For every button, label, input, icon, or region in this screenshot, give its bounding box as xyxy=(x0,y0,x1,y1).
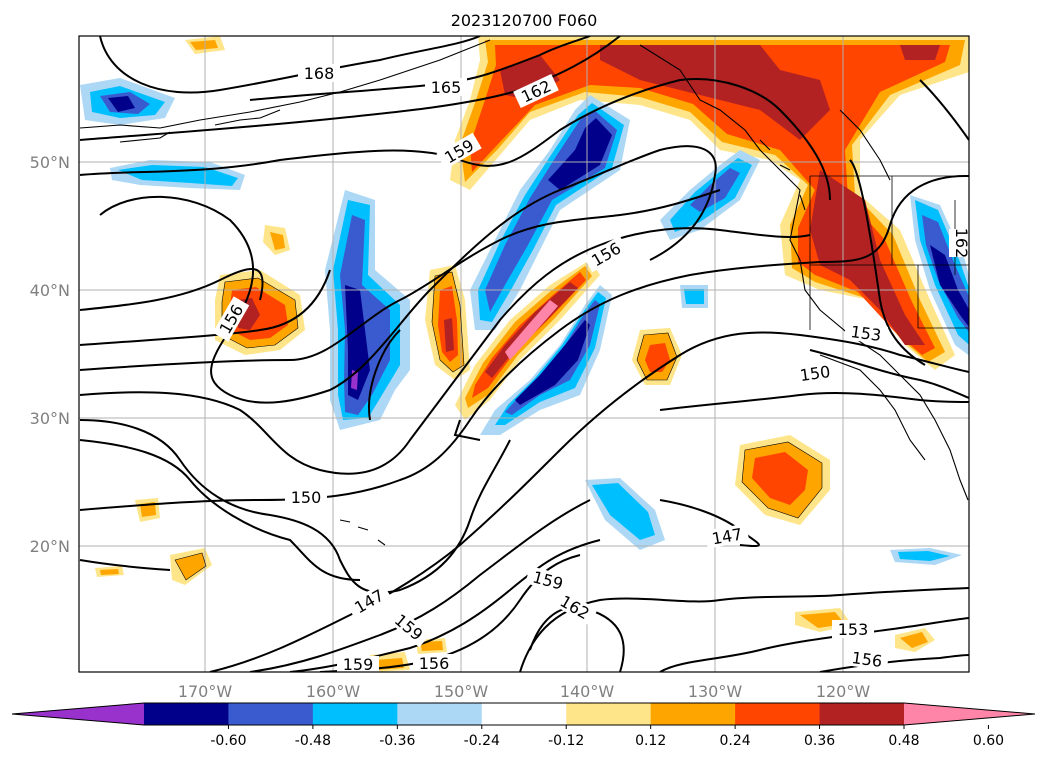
map-title: 2023120700 F060 xyxy=(451,11,598,30)
colorbar-segment xyxy=(566,703,652,725)
colorbar-segment xyxy=(397,703,483,725)
lon-label: 160°W xyxy=(306,682,361,701)
colorbar-tick-label: 0.48 xyxy=(888,733,919,749)
lon-label: 120°W xyxy=(816,682,871,701)
colorbar-segment xyxy=(312,703,398,725)
colorbar-segment xyxy=(650,703,736,725)
contour-label: 150 xyxy=(291,488,322,507)
colorbar-segment xyxy=(819,703,905,725)
contour-label: 162 xyxy=(952,228,971,259)
lon-label: 150°W xyxy=(434,682,489,701)
contour-label: 153 xyxy=(838,620,869,639)
map-content: 168 165 162 159 156 156 153 150 150 147 … xyxy=(79,36,971,674)
lat-label: 40°N xyxy=(30,281,70,300)
colorbar-tick-label: -0.48 xyxy=(295,733,331,749)
lat-label: 20°N xyxy=(30,537,70,556)
lat-label: 50°N xyxy=(30,153,70,172)
contour-label: 156 xyxy=(419,654,450,673)
colorbar-outline xyxy=(11,702,1036,726)
colorbar-segment xyxy=(144,703,229,725)
colorbar-extend-min xyxy=(12,703,144,725)
colorbar-tick-label: 0.60 xyxy=(973,733,1004,749)
map-border xyxy=(78,35,970,673)
colorbar-segment xyxy=(735,703,821,725)
contour-label: 165 xyxy=(431,78,462,97)
dipole-warm-cold xyxy=(455,260,612,435)
contour-label: 168 xyxy=(304,64,335,83)
colorbar-tick-label: -0.24 xyxy=(464,733,500,749)
colorbar-tick-label: 0.36 xyxy=(804,733,835,749)
colorbar-tick-label: 0.24 xyxy=(720,733,751,749)
contour-label: 156 xyxy=(850,648,883,671)
colorbar-segment xyxy=(481,703,567,725)
lon-label: 170°W xyxy=(178,682,233,701)
colorbar-tick-label: -0.60 xyxy=(210,733,246,749)
colorbar-segment xyxy=(228,703,314,725)
latitude-labels: 50°N 40°N 30°N 20°N xyxy=(30,153,70,556)
graticule xyxy=(79,36,969,672)
lon-label: 130°W xyxy=(688,682,743,701)
coastlines xyxy=(79,39,969,546)
lat-label: 30°N xyxy=(30,409,70,428)
contour-label: 159 xyxy=(343,655,374,674)
contour-label: 153 xyxy=(849,322,882,345)
longitude-labels: 170°W 160°W 150°W 140°W 130°W 120°W xyxy=(178,682,871,701)
colorbar: -0.60 -0.48 -0.36 -0.24 -0.12 0.12 0.24 0.36 0.4… xyxy=(11,702,1036,749)
cold-anomaly-east xyxy=(910,195,969,356)
lon-label: 140°W xyxy=(560,682,615,701)
misc-anomaly-blobs xyxy=(80,36,962,672)
colorbar-tick-label: -0.36 xyxy=(379,733,415,749)
colorbar-tick-label: -0.12 xyxy=(548,733,584,749)
colorbar-extend-max xyxy=(904,703,1035,725)
colorbar-tick-label: 0.12 xyxy=(635,733,666,749)
anomaly-outlines xyxy=(174,271,823,581)
contour-label: 150 xyxy=(799,362,832,385)
